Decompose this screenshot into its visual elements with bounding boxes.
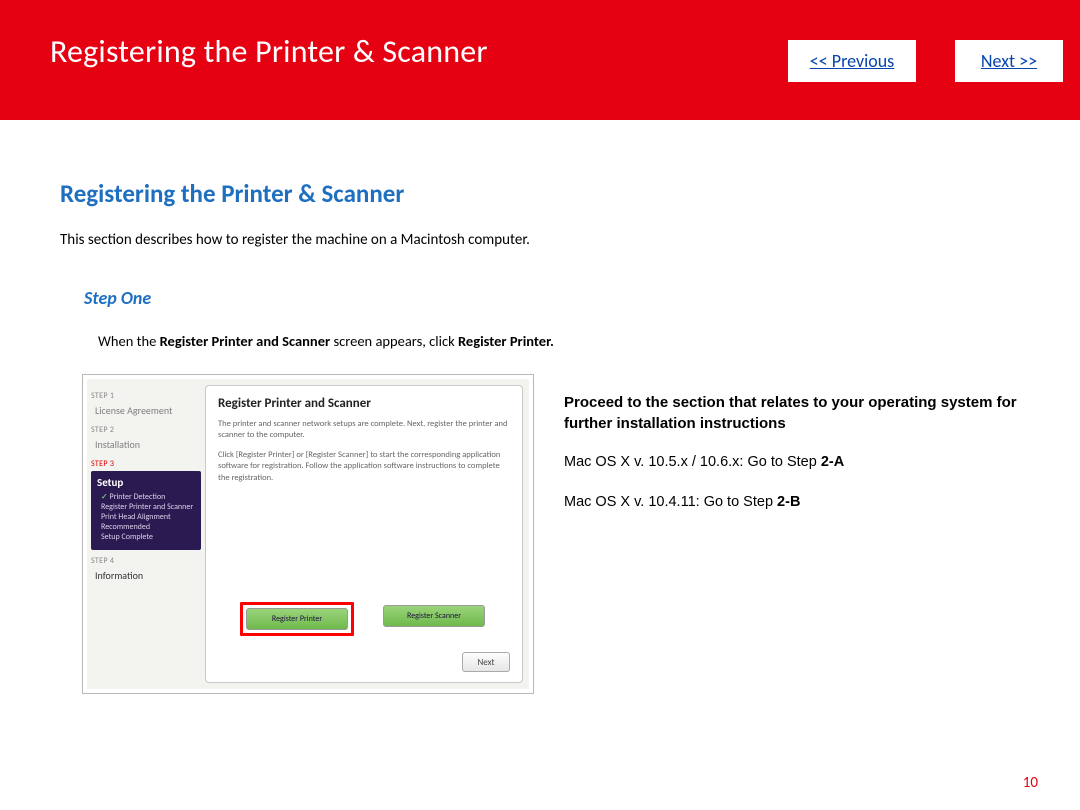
step-instruction: When the Register Printer and Scanner sc… [98,331,1020,352]
sidebar-step4-item: Information [95,569,201,582]
screenshot-main-body1: The printer and scanner network setups a… [218,419,510,442]
section-title: Registering the Printer & Scanner [60,178,1020,209]
sidebar-setup-item: Register Printer and Scanner [101,502,195,512]
sidebar-setup-block: Setup ✓ Printer Detection Register Print… [91,471,201,550]
sidebar-step2-item: Installation [95,438,201,451]
proceed-text: Proceed to the section that relates to y… [564,392,1020,434]
section-intro: This section describes how to register t… [60,231,1020,249]
sidebar-setup-item: ✓ Printer Detection [101,492,195,502]
screenshot-main-panel: Register Printer and Scanner The printer… [205,385,523,683]
register-printer-button[interactable]: Register Printer [246,608,348,630]
os-line-a: Mac OS X v. 10.5.x / 10.6.x: Go to Step … [564,452,1020,472]
register-scanner-button[interactable]: Register Scanner [383,605,485,627]
screenshot-button-row: Register Printer Register Scanner [206,602,522,636]
screenshot-next-button[interactable]: Next [462,652,510,672]
screenshot-sidebar: STEP 1 License Agreement STEP 2 Installa… [87,379,205,689]
step-text-prefix: When the [98,332,160,350]
step-text-mid: screen appears, click [330,332,458,350]
screenshot-main-body2: Click [Register Printer] or [Register Sc… [218,450,510,484]
screenshot-main-title: Register Printer and Scanner [218,396,510,411]
instructions-column: Proceed to the section that relates to y… [564,374,1020,533]
previous-link[interactable]: << Previous [788,40,916,82]
highlight-box: Register Printer [240,602,354,636]
sidebar-step4-label: STEP 4 [91,556,201,566]
step-text-bold1: Register Printer and Scanner [160,332,331,350]
sidebar-step1-item: License Agreement [95,404,201,417]
os1-prefix: Mac OS X v. 10.5.x / 10.6.x: Go to Step [564,454,821,470]
sidebar-step2-label: STEP 2 [91,425,201,435]
step-text-bold2: Register Printer. [458,332,554,350]
installer-screenshot: STEP 1 License Agreement STEP 2 Installa… [82,374,534,694]
sidebar-setup-title: Setup [97,476,195,489]
header-bar: Registering the Printer & Scanner << Pre… [0,0,1080,120]
page-number: 10 [1023,774,1038,792]
sidebar-setup-item: Setup Complete [101,532,195,542]
os1-step: 2-A [821,454,844,470]
sidebar-step1-label: STEP 1 [91,391,201,401]
sidebar-setup-item: Recommended [101,522,195,532]
sidebar-step3-label: STEP 3 [91,459,201,469]
os2-step: 2-B [777,494,800,510]
os2-prefix: Mac OS X v. 10.4.11: Go to Step [564,494,777,510]
content-area: Registering the Printer & Scanner This s… [0,120,1080,694]
next-link[interactable]: Next >> [955,40,1063,82]
sidebar-setup-item: Print Head Alignment [101,512,195,522]
step-heading: Step One [84,287,1020,309]
page-title: Registering the Printer & Scanner [50,32,488,71]
os-line-b: Mac OS X v. 10.4.11: Go to Step 2-B [564,492,1020,512]
